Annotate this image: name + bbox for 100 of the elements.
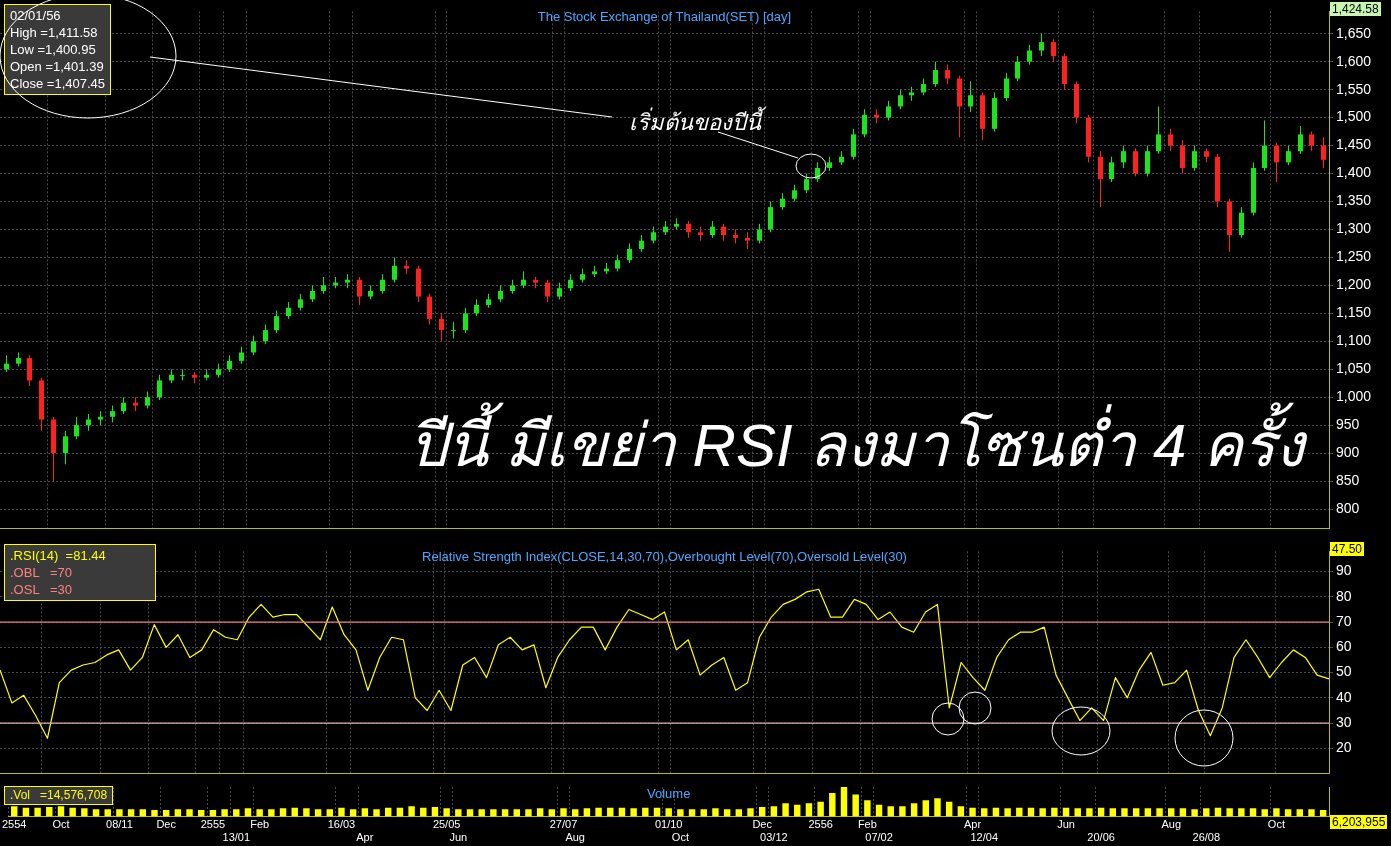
bar [1086, 808, 1093, 817]
bar [829, 792, 836, 817]
x-tick-label: Feb [250, 818, 270, 831]
bar [934, 798, 941, 817]
x-tick-label: 08/11 [106, 818, 133, 831]
bar [303, 808, 310, 817]
bar [256, 809, 263, 817]
bar [151, 810, 158, 817]
bar [525, 809, 532, 817]
bar [1016, 807, 1023, 817]
bar [1004, 808, 1011, 817]
info-panel: .Vol =14,576,708 [4, 786, 114, 805]
bar [1039, 808, 1046, 817]
bar [46, 807, 53, 817]
bar [910, 803, 918, 817]
y-tick-label: 1,050 [1336, 360, 1372, 377]
bar [817, 801, 824, 817]
candlestick [180, 368, 185, 381]
y-tick-label: 1,250 [1336, 248, 1372, 265]
candlestick [274, 310, 279, 334]
bar [805, 803, 813, 817]
x-tick-label: Oct [52, 818, 70, 831]
y-tick-label: 1,550 [1336, 80, 1372, 97]
candlestick [63, 430, 68, 465]
x-tick-label: Jun [449, 831, 468, 844]
y-tick-label: 850 [1336, 471, 1360, 488]
candlestick [804, 173, 809, 194]
bar [1074, 808, 1081, 817]
bar [747, 808, 754, 817]
candlestick [1004, 72, 1009, 102]
bar [1132, 808, 1140, 817]
candlestick [1156, 105, 1161, 155]
y-tick-label: 1,200 [1336, 276, 1372, 293]
bar [69, 807, 76, 817]
candlestick [1133, 147, 1138, 177]
bar [1109, 808, 1117, 817]
y-tick-label: 1,500 [1336, 108, 1372, 125]
candlestick [627, 242, 632, 264]
bar [560, 808, 567, 817]
info-panel: .RSI(14) =81.44 .OBL =70 .OSL =30 [4, 544, 156, 601]
x-tick-label: 2555 [200, 818, 226, 831]
y-tick-label: 1,600 [1336, 52, 1372, 69]
candlestick [1309, 131, 1314, 152]
candlestick [1286, 145, 1291, 166]
bar [268, 809, 275, 817]
x-tick-label: Apr [963, 818, 982, 831]
candlestick [439, 312, 444, 342]
y-tick-label: 80 [1336, 587, 1352, 604]
bar [279, 808, 287, 817]
bar [186, 809, 193, 817]
bar [221, 809, 228, 817]
text: 47.50 [1330, 542, 1365, 556]
annotation: Open =1,401.39 [10, 58, 105, 75]
bar [1238, 808, 1245, 817]
bar [81, 808, 88, 817]
bar [455, 809, 462, 817]
chart-title: Relative Strength Index(CLOSE,14,30,70),Overbought Level(70),Oversold Level(30) [422, 549, 907, 565]
bar [244, 808, 252, 817]
candlestick [1145, 145, 1150, 177]
candlestick [968, 80, 973, 113]
x-tick-label: 26/08 [1192, 831, 1221, 844]
candlestick [27, 354, 32, 387]
bar [981, 808, 988, 817]
candlestick [380, 273, 385, 295]
bar [536, 808, 544, 817]
y-tick-label: 1,000 [1336, 388, 1372, 405]
x-tick-label: 01/10 [654, 818, 683, 831]
annotation: Close =1,407.45 [10, 75, 106, 92]
x-tick-label: 07/02 [865, 831, 893, 844]
candlestick [1098, 150, 1103, 208]
candlestick [392, 256, 397, 284]
y-tick-label: 950 [1336, 416, 1360, 433]
annotation: .Vol =14,576,708 [10, 788, 108, 802]
bar [642, 807, 649, 817]
y-tick-label: 800 [1336, 499, 1360, 516]
x-tick-label: 25/05 [432, 818, 461, 831]
y-tick-label: 70 [1336, 612, 1352, 629]
bar [34, 807, 41, 817]
x-tick-label: Aug [565, 831, 585, 844]
candlestick [251, 335, 256, 356]
candlestick [1121, 145, 1126, 169]
bar [1308, 809, 1315, 817]
annotation: .OSL =30 [10, 581, 74, 598]
y-tick-label: 1,100 [1336, 332, 1372, 349]
y-tick-label: 1,650 [1336, 24, 1372, 41]
annotation: High =1,411.58 [10, 24, 99, 41]
candlestick [1039, 33, 1044, 57]
x-tick-label: 27/07 [549, 818, 578, 831]
bar [595, 807, 602, 817]
y-tick-label: 1,300 [1336, 220, 1372, 237]
chart-title: Volume [647, 786, 691, 802]
bar [361, 808, 369, 817]
x-tick-label: 2554 [1, 818, 27, 831]
text: 6,203,955 [1330, 815, 1388, 829]
annotation: 02/01/56 [10, 7, 62, 24]
bar [852, 794, 859, 817]
chart-title: The Stock Exchange of Thailand(SET) [day] [537, 9, 792, 25]
x-tick-label: 20/06 [1087, 831, 1115, 844]
bar [957, 806, 965, 817]
y-tick-label: 1,350 [1336, 192, 1372, 209]
